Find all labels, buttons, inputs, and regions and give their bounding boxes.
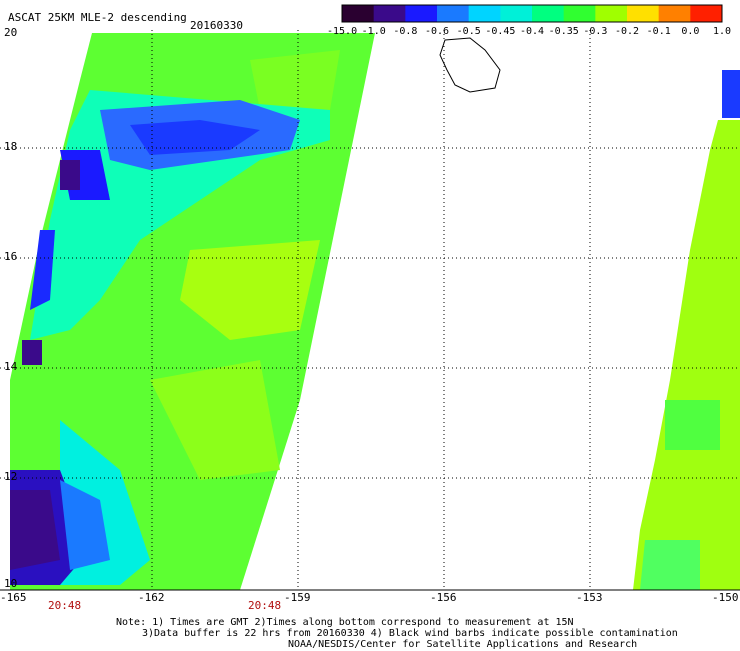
lon-label: -165 xyxy=(0,591,27,604)
colorbar-tick-label: -0.5 xyxy=(456,26,481,37)
note-line: Note: 1) Times are GMT 2)Times along bot… xyxy=(116,617,574,628)
colorbar-segment xyxy=(500,5,533,22)
colorbar-tick-label: -0.4 xyxy=(520,26,545,37)
colorbar-tick-label: 0.0 xyxy=(681,26,700,37)
colorbar-tick-label: -1.0 xyxy=(361,26,386,37)
colorbar-segment xyxy=(373,5,406,22)
colorbar-segment xyxy=(468,5,501,22)
colorbar-segment xyxy=(658,5,691,22)
colorbar-tick-label: -0.45 xyxy=(485,26,516,37)
time-label: 20:48 xyxy=(48,599,82,612)
time-label: 20:48 xyxy=(248,599,282,612)
map-date: 20160330 xyxy=(190,19,243,32)
graticule xyxy=(0,30,740,590)
east-swath xyxy=(633,70,740,590)
colorbar-tick-label: -0.8 xyxy=(393,26,418,37)
colorbar-tick-label: 1.0 xyxy=(713,26,732,37)
lat-label: 12 xyxy=(4,470,18,483)
colorbar-tick-label: -0.6 xyxy=(425,26,450,37)
colorbar-segment xyxy=(595,5,628,22)
note-line: NOAA/NESDIS/Center for Satellite Applica… xyxy=(288,639,638,650)
note-line: 3)Data buffer is 22 hrs from 20160330 4)… xyxy=(142,628,678,639)
lon-label: -150 xyxy=(712,591,739,604)
colorbar-segment xyxy=(437,5,470,22)
colorbar-segment xyxy=(563,5,596,22)
lat-label: 10 xyxy=(4,577,18,590)
map-title: ASCAT 25KM MLE-2 descending xyxy=(8,11,187,24)
colorbar-tick-label: -15.0 xyxy=(327,26,358,37)
colorbar-segment xyxy=(532,5,565,22)
west-swath xyxy=(10,33,375,590)
colorbar-segment xyxy=(690,5,723,22)
lon-label: -156 xyxy=(430,591,457,604)
lon-label: -153 xyxy=(576,591,603,604)
lat-label: 18 xyxy=(4,140,18,153)
lat-label: 20 xyxy=(4,26,18,39)
colorbar-tick-label: -0.3 xyxy=(583,26,608,37)
colorbar-tick-label: -0.1 xyxy=(646,26,671,37)
colorbar-segment xyxy=(405,5,438,22)
colorbar xyxy=(341,4,723,23)
colorbar-border xyxy=(341,4,723,23)
colorbar-tick-label: -0.35 xyxy=(548,26,579,37)
lat-label: 14 xyxy=(4,360,18,373)
lat-label: 16 xyxy=(4,250,18,263)
colorbar-segment xyxy=(627,5,660,22)
lon-label: -159 xyxy=(284,591,311,604)
island-coastline xyxy=(439,37,501,93)
colorbar-tick-label: -0.2 xyxy=(615,26,640,37)
colorbar-segment xyxy=(342,5,375,22)
lon-label: -162 xyxy=(138,591,165,604)
